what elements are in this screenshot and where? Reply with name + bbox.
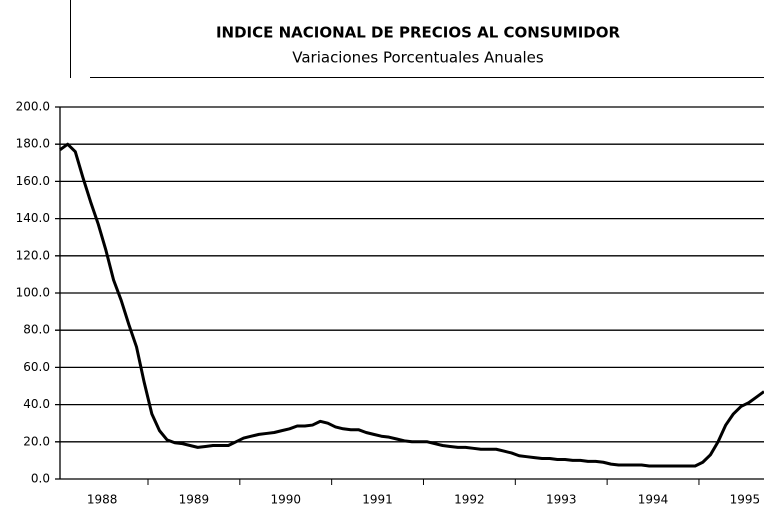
y-tick-label: 140.0 <box>16 211 50 225</box>
x-tick-label: 1995 <box>730 493 761 507</box>
y-tick-label: 20.0 <box>23 434 50 448</box>
x-tick-label: 1988 <box>87 493 118 507</box>
y-tick-label: 180.0 <box>16 137 50 151</box>
y-tick-label: 100.0 <box>16 286 50 300</box>
x-tick-label: 1990 <box>270 493 301 507</box>
x-tick-label: 1994 <box>638 493 669 507</box>
y-tick-label: 80.0 <box>23 323 50 337</box>
y-tick-label: 200.0 <box>16 100 50 114</box>
y-tick-label: 40.0 <box>23 397 50 411</box>
x-tick-label: 1992 <box>454 493 485 507</box>
x-tick-label: 1989 <box>179 493 210 507</box>
y-tick-label: 60.0 <box>23 360 50 374</box>
y-tick-label: 0.0 <box>31 472 50 486</box>
chart-title: INDICE NACIONAL DE PRECIOS AL CONSUMIDOR <box>216 24 621 42</box>
chart-subtitle: Variaciones Porcentuales Anuales <box>292 49 544 67</box>
y-tick-label: 160.0 <box>16 174 50 188</box>
y-tick-label: 120.0 <box>16 248 50 262</box>
data-line <box>59 142 764 468</box>
x-tick-label: 1993 <box>546 493 577 507</box>
x-tick-label: 1991 <box>362 493 393 507</box>
